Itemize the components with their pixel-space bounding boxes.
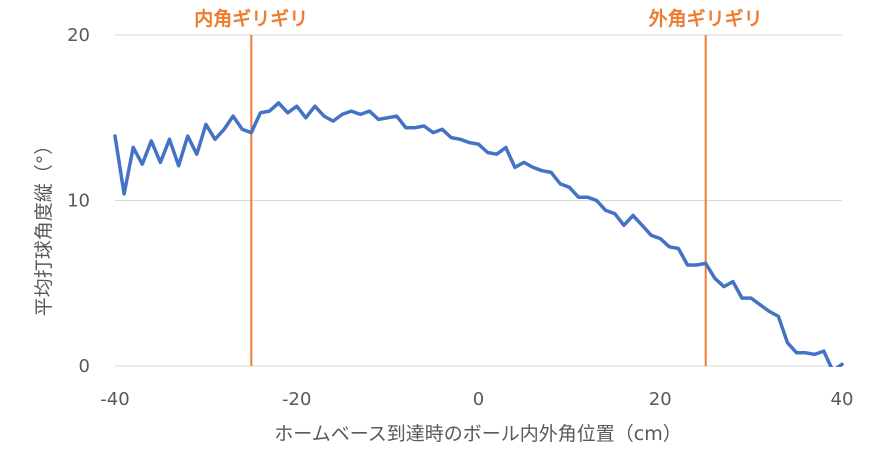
reference-lines (250, 35, 707, 366)
y-tick-label: 20 (67, 25, 90, 46)
x-tick-label: 20 (649, 389, 672, 410)
y-tick-label: 10 (67, 191, 90, 212)
x-axis-ticks: -40 -20 0 20 40 (100, 389, 853, 410)
y-axis-title: 平均打球角度縦（°） (33, 136, 55, 317)
gridlines (115, 34, 842, 367)
annotation-label: 内角ギリギリ (194, 7, 308, 30)
x-tick-label: -20 (282, 389, 311, 410)
series-line (113, 101, 844, 367)
y-tick-label: 0 (79, 356, 90, 377)
annotation-label: 外角ギリギリ (649, 7, 763, 30)
x-tick-label: -40 (100, 389, 129, 410)
x-tick-label: 0 (473, 389, 484, 410)
x-axis-title: ホームベース到達時のボール内外角位置（cm） (274, 423, 681, 445)
series-layer (113, 101, 844, 367)
annotations: 内角ギリギリ 外角ギリギリ (194, 7, 762, 30)
y-axis-ticks: 0 10 20 (67, 25, 90, 377)
x-tick-label: 40 (831, 389, 854, 410)
